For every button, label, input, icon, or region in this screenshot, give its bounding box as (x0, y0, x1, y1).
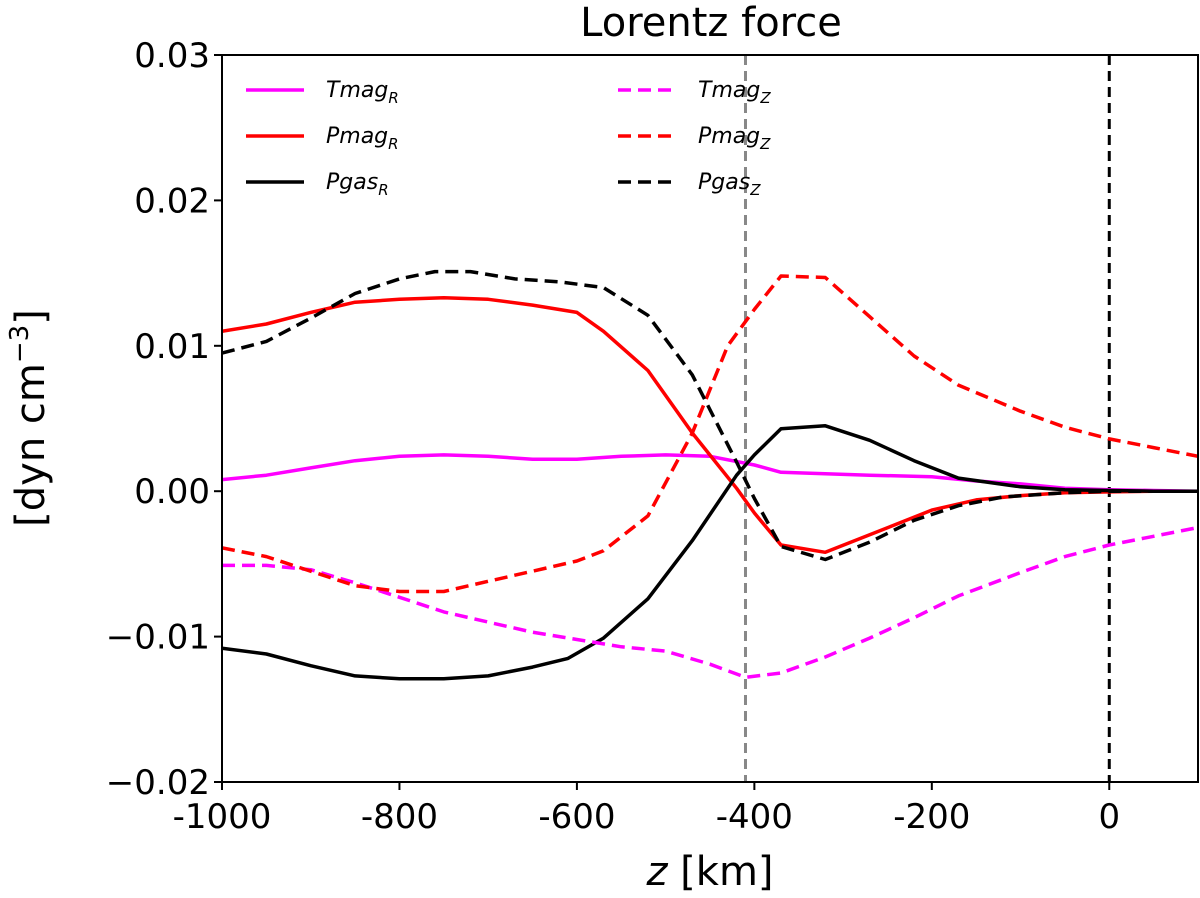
y-tick-label: 0.02 (134, 181, 210, 221)
y-axis-label-exp: −3 (5, 325, 35, 363)
x-tick-label: 0 (1098, 797, 1120, 837)
y-tick-label: 0.01 (134, 327, 210, 367)
legend-label: PgasR (326, 170, 389, 199)
series-line-pmag-z (222, 274, 1198, 594)
series-line-pgas-z (222, 269, 1198, 562)
y-tick-label: 0.03 (134, 36, 210, 76)
series-line-pmag-r (222, 296, 1198, 555)
series-line-tmag-r (222, 453, 1198, 493)
legend-label: PmagR (326, 124, 399, 153)
series-line-tmag-z (222, 525, 1198, 680)
plot-frame (221, 54, 1199, 783)
x-axis-label-unit: [km] (667, 849, 773, 895)
x-axis-label-var: z (645, 849, 668, 895)
x-tick-label: -400 (716, 797, 793, 837)
legend: TmagR PmagR PgasR TmagZ PmagZ PgasZ (246, 78, 771, 199)
legend-label: TmagZ (698, 78, 771, 107)
y-tick-label: 0.00 (134, 472, 210, 512)
x-tick-label: -1000 (173, 797, 272, 837)
y-axis-label: [dyn cm−3] (5, 309, 54, 527)
legend-label: PmagZ (698, 124, 771, 153)
y-axis-label-main: [dyn cm (8, 363, 54, 527)
series-line-pgas-r (222, 424, 1198, 681)
legend-label: PgasZ (698, 170, 761, 199)
x-tick-label: -800 (361, 797, 438, 837)
x-axis-label: z [km] (645, 849, 773, 895)
legend-label: TmagR (326, 78, 399, 107)
chart-title: Lorentz force (580, 0, 842, 46)
x-tick-label: -200 (893, 797, 970, 837)
y-tick-label: −0.02 (106, 763, 210, 803)
y-axis-label-close: ] (8, 309, 54, 325)
y-tick-label: −0.01 (106, 618, 210, 658)
x-tick-label: -600 (538, 797, 615, 837)
